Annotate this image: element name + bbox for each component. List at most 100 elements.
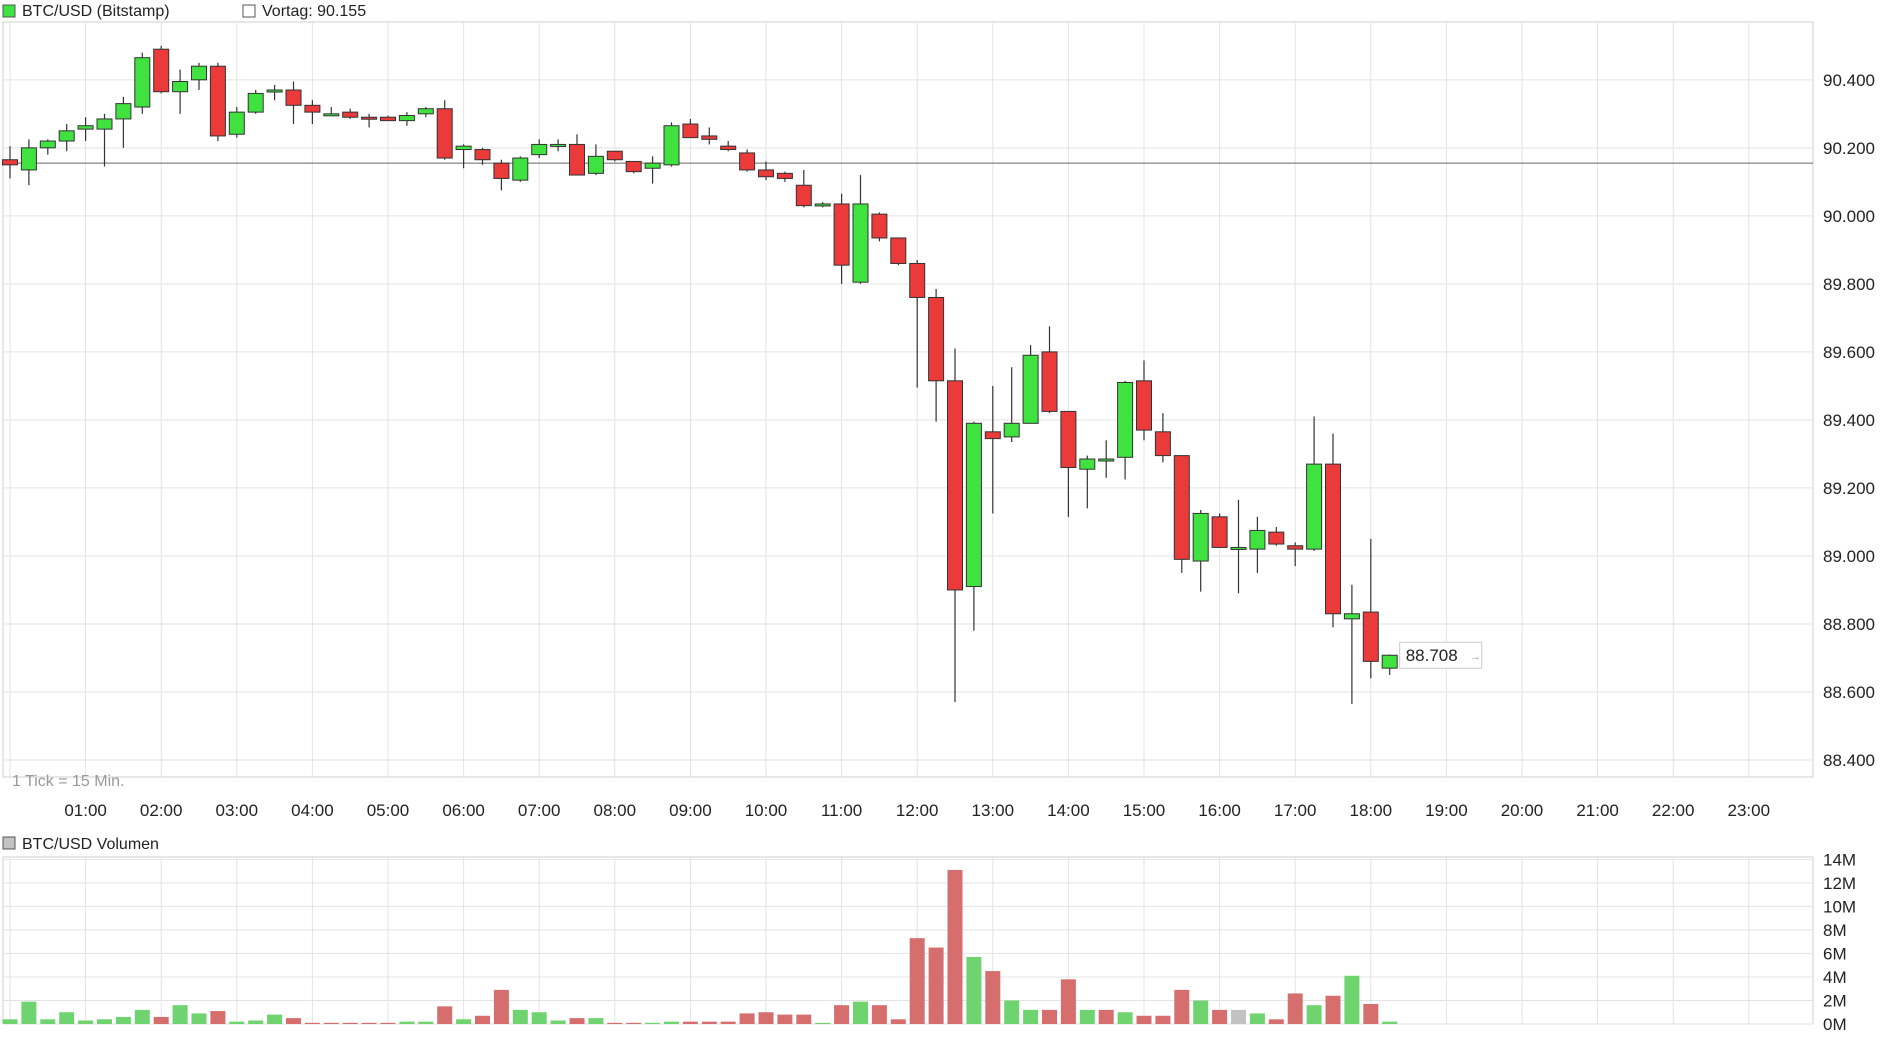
candle-body	[474, 149, 491, 161]
candle-body	[436, 108, 453, 159]
price-x-tick-label: 06:00	[442, 801, 485, 820]
candle	[96, 113, 113, 167]
candles-layer	[2, 45, 1398, 704]
candle	[1230, 499, 1247, 594]
volume-bar	[871, 1005, 887, 1024]
candle	[758, 161, 774, 181]
candle-body	[304, 104, 321, 113]
volume-bar	[210, 1011, 226, 1024]
volume-y-tick-label: 0M	[1823, 1015, 1847, 1034]
volume-bar	[985, 971, 1001, 1024]
candle-body	[1381, 654, 1398, 669]
candle-body	[909, 262, 926, 298]
candle-body	[342, 111, 359, 118]
price-x-tick-label: 12:00	[896, 801, 939, 820]
candle-body	[1154, 431, 1171, 457]
candle	[701, 127, 718, 145]
volume-bar	[569, 1018, 585, 1024]
volume-bar	[1023, 1009, 1039, 1024]
candle-body	[134, 57, 151, 108]
volume-bar	[1155, 1015, 1171, 1024]
volume-bar	[512, 1009, 528, 1024]
volume-bar	[1004, 1000, 1020, 1024]
candle	[455, 144, 472, 169]
volume-bar	[380, 1022, 396, 1024]
price-x-tick-label: 05:00	[367, 801, 410, 820]
candle-body	[39, 140, 56, 149]
volume-bar	[304, 1022, 320, 1024]
candle-body	[1230, 546, 1247, 550]
volume-bar	[1249, 1013, 1265, 1024]
candle-body	[247, 92, 264, 113]
volume-bar	[815, 1022, 831, 1024]
price-x-tick-label: 23:00	[1728, 801, 1771, 820]
volume-bar	[437, 1006, 453, 1024]
volume-bar	[834, 1005, 850, 1024]
volume-bar	[947, 869, 963, 1024]
candle-body	[795, 184, 812, 207]
candle-body	[890, 237, 907, 264]
volume-bar	[550, 1020, 566, 1024]
candle	[1173, 455, 1190, 573]
volume-bar	[456, 1019, 472, 1024]
candle-body	[531, 143, 548, 156]
volume-bar	[1344, 975, 1360, 1024]
volume-bar	[1212, 1009, 1228, 1024]
candle-body	[1117, 381, 1134, 458]
volume-bar	[493, 989, 509, 1024]
candle	[417, 107, 434, 118]
price-chart-title: BTC/USD (Bitstamp)	[22, 3, 170, 20]
candle-body	[739, 152, 756, 171]
candle	[1041, 326, 1058, 414]
candle-body	[58, 130, 75, 142]
candle	[909, 260, 926, 388]
candle	[606, 150, 623, 162]
candle-body	[115, 103, 132, 120]
candle-body	[1343, 613, 1360, 620]
volume-bar	[720, 1021, 736, 1024]
candle-body	[1362, 611, 1379, 662]
candle	[172, 69, 189, 114]
candle	[1287, 542, 1304, 567]
candle-body	[1287, 545, 1304, 550]
volume-bar	[342, 1022, 358, 1024]
volume-bar	[1325, 995, 1341, 1024]
candle	[266, 84, 283, 101]
price-x-axis: 01:00 02:00 03:00 04:00 05:00 06:00 07:00 08:00…	[64, 801, 1770, 820]
candle	[663, 122, 680, 167]
candle-body	[455, 145, 472, 151]
tick-interval-note: 1 Tick = 15 Min.	[12, 773, 125, 790]
volume-bar	[607, 1022, 623, 1024]
volume-y-tick-label: 8M	[1823, 921, 1847, 940]
volume-bar	[853, 1001, 868, 1024]
price-x-tick-label: 03:00	[216, 801, 259, 820]
volume-legend-swatch	[2, 836, 16, 850]
volume-y-tick-label: 4M	[1823, 968, 1847, 987]
candle-body	[153, 48, 170, 93]
candle-body	[720, 145, 737, 151]
price-x-tick-label: 22:00	[1652, 801, 1695, 820]
candle-body	[1268, 531, 1285, 545]
candle	[512, 156, 529, 182]
price-x-tick-label: 21:00	[1576, 801, 1619, 820]
prev-close-label: Vortag: 90.155	[262, 3, 366, 20]
candle-body	[191, 65, 207, 81]
price-x-tick-label: 01:00	[64, 801, 107, 820]
candle	[852, 175, 869, 284]
price-x-tick-label: 16:00	[1198, 801, 1241, 820]
candle-body	[606, 150, 623, 161]
volume-y-tick-label: 2M	[1823, 991, 1847, 1010]
price-x-tick-label: 19:00	[1425, 801, 1468, 820]
volume-bar	[758, 1012, 774, 1024]
candle-body	[172, 81, 189, 93]
candle-body	[1211, 516, 1228, 548]
candle	[1343, 584, 1360, 704]
candle-body	[1249, 529, 1266, 550]
price-x-tick-label: 11:00	[821, 801, 862, 820]
volume-bar	[1136, 1015, 1152, 1024]
candle	[682, 118, 699, 139]
candle-body	[512, 157, 529, 181]
volume-y-tick-label: 6M	[1823, 944, 1847, 963]
price-legend-swatch	[2, 4, 16, 18]
volume-bar	[475, 1015, 490, 1024]
